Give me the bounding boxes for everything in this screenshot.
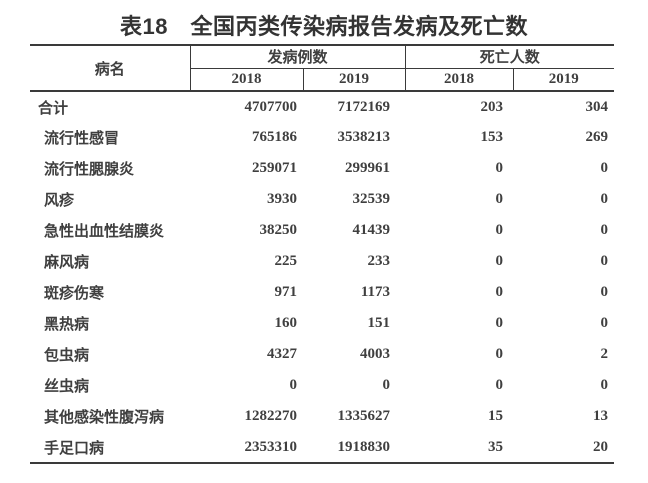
deaths-2019-cell: 304 [585, 98, 609, 115]
column-group-deaths: 死亡人数 [405, 45, 615, 69]
deaths-2019-cell: 13 [593, 408, 609, 424]
cases-2018-cell: 1282270 [244, 408, 298, 424]
deaths-2018-cell: 0 [495, 284, 504, 300]
deaths-2018-cell: 0 [495, 222, 504, 238]
table-row: 手足口病 2353310 1918830 35 20 [30, 432, 614, 463]
deaths-2018-cell: 0 [495, 253, 504, 269]
column-header-disease: 病名 [30, 45, 191, 92]
column-header-deaths-2018: 2018 [405, 68, 514, 92]
table-row: 急性出血性结膜炎 38250 41439 0 0 [30, 215, 614, 246]
disease-name-cell: 流行性腮腺炎 [44, 161, 135, 178]
table-row: 流行性腮腺炎 259071 299961 0 0 [30, 153, 614, 184]
deaths-2018-cell: 35 [488, 438, 504, 455]
table-row: 丝虫病 0 0 0 0 [30, 370, 614, 401]
deaths-2019-cell: 0 [600, 284, 609, 300]
cases-2018-cell: 4707700 [244, 98, 298, 115]
deaths-2018-cell: 0 [495, 160, 504, 176]
deaths-2019-cell: 0 [600, 191, 609, 207]
cases-2018-cell: 38250 [259, 222, 298, 238]
cases-2018-cell: 0 [289, 377, 298, 393]
table-row: 黑热病 160 151 0 0 [30, 308, 614, 339]
cases-2018-cell: 259071 [252, 160, 297, 176]
cases-2019-cell: 1918830 [337, 438, 391, 455]
deaths-2019-cell: 0 [600, 222, 609, 238]
disease-name-cell: 流行性感冒 [44, 130, 120, 147]
disease-name-cell: 急性出血性结膜炎 [44, 223, 165, 240]
cases-2018-cell: 971 [274, 284, 298, 300]
deaths-2019-cell: 0 [600, 377, 609, 393]
table-row: 其他感染性腹泻病 1282270 1335627 15 13 [30, 401, 614, 432]
deaths-2019-cell: 2 [600, 346, 609, 362]
column-header-cases-2019: 2019 [303, 68, 406, 92]
cases-2019-cell: 0 [382, 377, 391, 393]
cases-2019-cell: 7172169 [337, 98, 391, 115]
table-title: 表18 全国丙类传染病报告发病及死亡数 [120, 14, 528, 39]
deaths-2019-cell: 0 [600, 253, 609, 269]
table-header: 病名 发病例数 死亡人数 2018 2019 2018 2019 [30, 45, 615, 92]
cases-2018-cell: 765186 [252, 129, 297, 145]
cases-2019-cell: 1173 [360, 284, 391, 300]
table-row: 合计 4707700 7172169 203 304 [30, 91, 614, 122]
cases-2018-cell: 225 [274, 253, 298, 269]
deaths-2018-cell: 153 [480, 129, 504, 145]
cases-2019-cell: 41439 [352, 222, 391, 238]
table-row: 流行性感冒 765186 3538213 153 269 [30, 122, 614, 153]
disease-name-cell: 手足口病 [44, 439, 105, 457]
statistics-table: 病名 发病例数 死亡人数 2018 2019 2018 2019 合计 47077… [30, 44, 615, 464]
cases-2019-cell: 299961 [345, 160, 391, 176]
cases-2018-cell: 160 [274, 315, 298, 331]
deaths-2018-cell: 203 [480, 98, 504, 115]
disease-name-cell: 斑疹伤寒 [44, 285, 105, 302]
cases-2019-cell: 3538213 [337, 129, 391, 145]
deaths-2019-cell: 0 [600, 160, 609, 176]
deaths-2018-cell: 0 [495, 191, 504, 207]
table-row: 麻风病 225 233 0 0 [30, 246, 614, 277]
cases-2019-cell: 151 [367, 315, 391, 331]
column-group-cases: 发病例数 [190, 45, 406, 69]
table-row: 包虫病 4327 4003 0 2 [30, 339, 614, 370]
cases-2018-cell: 4327 [267, 346, 297, 362]
disease-name-cell: 风疹 [44, 192, 75, 209]
disease-name-cell: 其他感染性腹泻病 [44, 409, 165, 426]
deaths-2018-cell: 15 [488, 408, 504, 424]
deaths-2019-cell: 20 [593, 438, 609, 455]
disease-name-cell: 包虫病 [44, 347, 90, 364]
column-header-cases-2018: 2018 [190, 68, 304, 92]
disease-name-cell: 合计 [38, 99, 69, 117]
header-row-groups: 病名 发病例数 死亡人数 [30, 45, 615, 92]
cases-2018-cell: 3930 [267, 191, 297, 207]
deaths-2019-cell: 269 [585, 129, 609, 145]
deaths-2018-cell: 0 [495, 315, 504, 331]
table-body: 合计 4707700 7172169 203 304 流行性感冒 765186 3538213… [30, 91, 614, 463]
deaths-2018-cell: 0 [495, 346, 504, 362]
table-row: 风疹 3930 32539 0 0 [30, 184, 614, 215]
disease-name-cell: 黑热病 [44, 316, 90, 333]
cases-2018-cell: 2353310 [244, 438, 298, 455]
cases-2019-cell: 233 [367, 253, 391, 269]
deaths-2018-cell: 0 [495, 377, 504, 393]
cases-2019-cell: 1335627 [337, 408, 391, 424]
disease-name-cell: 丝虫病 [44, 378, 90, 395]
cases-2019-cell: 32539 [352, 191, 391, 207]
disease-name-cell: 麻风病 [44, 254, 90, 271]
header-row-years: 2018 2019 2018 2019 [30, 68, 615, 92]
cases-2019-cell: 4003 [360, 346, 391, 362]
column-header-deaths-2019: 2019 [513, 68, 615, 92]
deaths-2019-cell: 0 [600, 315, 609, 331]
table-row: 斑疹伤寒 971 1173 0 0 [30, 277, 614, 308]
